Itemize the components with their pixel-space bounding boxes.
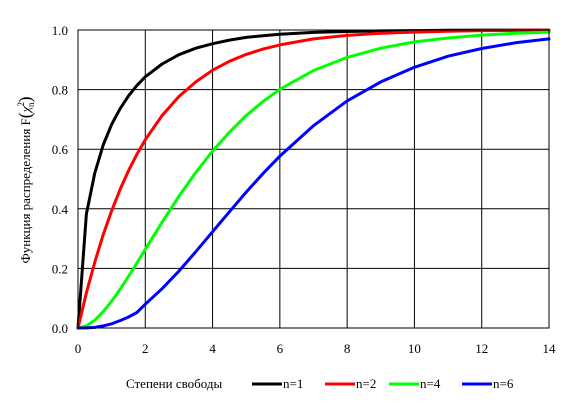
plot-area-frame [77, 29, 550, 329]
y-tick-label: 0.8 [52, 83, 68, 98]
series-line-n-4 [76, 30, 551, 330]
tick-labels: 0 2 4 6 8 10 12 14 0.0 0.2 0.4 0.6 0.8 1.0 [52, 23, 556, 356]
legend-label: n=4 [420, 376, 441, 391]
legend-label: n=1 [283, 376, 303, 391]
series-line-n-6 [76, 37, 551, 330]
legend-label: n=6 [493, 376, 514, 391]
legend-title: Степени свободы [126, 376, 223, 391]
y-tick-label: 1.0 [52, 23, 68, 38]
x-tick-label: 2 [142, 341, 149, 356]
x-tick-label: 0 [75, 341, 82, 356]
legend: Степени свободы n=1 n=2 n=4 n=6 [126, 376, 514, 391]
x-tick-label: 10 [408, 341, 421, 356]
series-line-n-2 [76, 28, 551, 330]
x-tick-label: 6 [277, 341, 284, 356]
x-tick-label: 4 [209, 341, 216, 356]
legend-label: n=2 [356, 376, 376, 391]
y-tick-label: 0.6 [52, 142, 69, 157]
x-tick-label: 14 [543, 341, 557, 356]
y-tick-label: 0.2 [52, 261, 68, 276]
x-tick-label: 12 [475, 341, 488, 356]
y-tick-label: 0.4 [52, 202, 69, 217]
x-tick-label: 8 [344, 341, 351, 356]
y-tick-label: 0.0 [52, 321, 68, 336]
series-lines [76, 28, 551, 330]
y-axis-label: Функция распределения F(χ2n) [15, 96, 36, 263]
